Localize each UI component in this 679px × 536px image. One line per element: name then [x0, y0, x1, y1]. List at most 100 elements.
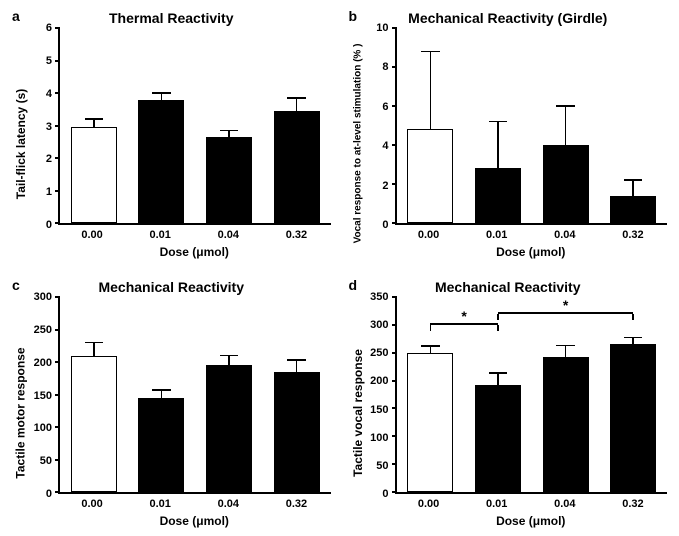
y-tick — [392, 66, 397, 68]
panel-c: cMechanical Reactivity Tactile motor resp… — [12, 277, 331, 528]
bar — [475, 168, 521, 223]
y-tick — [392, 105, 397, 107]
x-tick-label: 0.00 — [81, 498, 102, 510]
bar — [206, 137, 252, 223]
x-tick-label: 0.00 — [418, 229, 439, 241]
x-tick-label: 0.00 — [81, 229, 102, 241]
error-bar — [228, 356, 230, 366]
error-cap — [421, 51, 439, 53]
x-axis: 0.000.010.040.32 — [58, 225, 331, 243]
x-tick-label: 0.01 — [149, 498, 170, 510]
y-tick — [55, 361, 60, 363]
x-tick-label: 0.32 — [286, 229, 307, 241]
panel-label-c: c — [12, 277, 20, 293]
chart-title: Mechanical Reactivity (Girdle) — [349, 10, 668, 26]
error-cap — [489, 121, 507, 123]
y-tick — [55, 394, 60, 396]
error-cap — [85, 118, 103, 120]
y-axis: 050100150200250300 — [30, 297, 58, 494]
panel-b: bMechanical Reactivity (Girdle)Vocal res… — [349, 8, 668, 259]
y-tick — [55, 222, 60, 224]
error-bar — [565, 106, 567, 145]
bar — [610, 196, 656, 223]
y-tick — [392, 144, 397, 146]
x-axis-label: Dose (μmol) — [58, 245, 331, 259]
error-cap — [556, 345, 574, 347]
plot-area: ** — [395, 297, 668, 494]
bar — [543, 145, 589, 223]
bar — [71, 127, 117, 223]
x-tick-label: 0.00 — [418, 498, 439, 510]
x-tick-label: 0.04 — [554, 498, 575, 510]
bar — [475, 385, 521, 492]
y-tick-label: 50 — [40, 455, 52, 467]
chart-title: Mechanical Reactivity — [349, 279, 668, 295]
y-tick-label: 2 — [382, 180, 388, 192]
bar — [274, 372, 320, 492]
error-cap — [152, 92, 170, 94]
x-tick-label: 0.01 — [486, 229, 507, 241]
error-bar — [161, 93, 163, 100]
error-cap — [624, 179, 642, 181]
error-bar — [93, 119, 95, 127]
error-bar — [228, 130, 230, 137]
y-tick — [392, 222, 397, 224]
y-tick-label: 0 — [46, 219, 52, 231]
error-cap — [421, 345, 439, 347]
y-tick-label: 6 — [382, 101, 388, 113]
error-cap — [220, 355, 238, 357]
chart-row: Tactile motor response050100150200250300… — [12, 297, 331, 528]
chart-title: Thermal Reactivity — [12, 10, 331, 26]
chart-grid: aThermal ReactivityTail-flick latency (s… — [12, 8, 667, 528]
y-axis: 0123456 — [30, 28, 58, 225]
y-tick-label: 0 — [382, 488, 388, 500]
x-tick-label: 0.01 — [149, 229, 170, 241]
y-tick-label: 250 — [370, 347, 388, 359]
y-axis-label: Tail-flick latency (s) — [14, 88, 28, 198]
chart-row: Vocal response to at-level stimulation (… — [349, 28, 668, 259]
x-axis: 0.000.010.040.32 — [395, 225, 668, 243]
error-bar — [430, 51, 432, 129]
error-bar — [565, 345, 567, 356]
error-bar — [497, 373, 499, 385]
y-tick-label: 6 — [46, 22, 52, 34]
plot-area — [58, 297, 331, 494]
x-axis-label: Dose (μmol) — [58, 514, 331, 528]
y-tick — [392, 380, 397, 382]
y-tick — [392, 27, 397, 29]
y-tick — [55, 491, 60, 493]
bar — [138, 100, 184, 224]
y-tick-label: 4 — [382, 140, 388, 152]
error-cap — [624, 337, 642, 339]
error-bar — [632, 338, 634, 345]
y-tick-label: 100 — [370, 432, 388, 444]
x-axis-label: Dose (μmol) — [395, 245, 668, 259]
y-tick-label: 150 — [370, 404, 388, 416]
error-cap — [287, 359, 305, 361]
chart-title: Mechanical Reactivity — [12, 279, 331, 295]
y-tick-label: 150 — [34, 390, 52, 402]
error-cap — [556, 105, 574, 107]
error-bar — [296, 98, 298, 111]
y-tick — [55, 92, 60, 94]
y-tick-label: 350 — [370, 291, 388, 303]
y-tick-label: 0 — [382, 219, 388, 231]
y-tick-label: 8 — [382, 61, 388, 73]
error-bar — [161, 390, 163, 398]
y-tick — [55, 459, 60, 461]
error-bar — [632, 180, 634, 196]
y-tick-label: 3 — [46, 121, 52, 133]
y-tick-label: 5 — [46, 55, 52, 67]
significance-label: * — [461, 309, 466, 323]
bar — [543, 357, 589, 492]
y-tick — [392, 352, 397, 354]
y-tick-label: 200 — [370, 375, 388, 387]
bar — [71, 356, 117, 493]
bar — [138, 398, 184, 492]
y-tick — [392, 463, 397, 465]
y-tick — [392, 296, 397, 298]
plot-area — [58, 28, 331, 225]
y-axis-label: Tactile vocal response — [351, 349, 365, 477]
y-tick — [55, 125, 60, 127]
plot-area — [395, 28, 668, 225]
